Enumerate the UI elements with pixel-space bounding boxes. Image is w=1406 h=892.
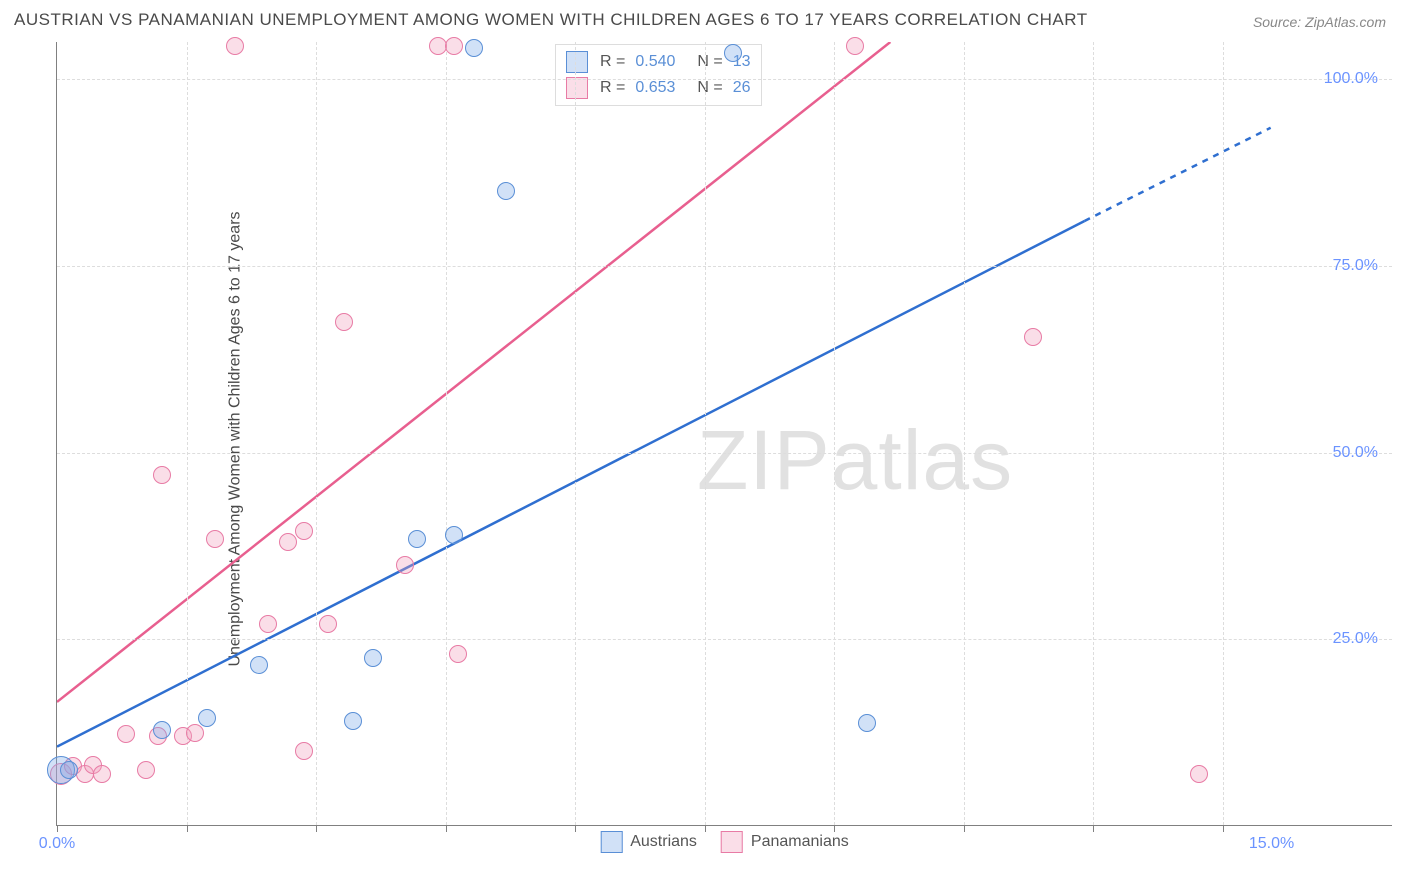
gridline-vertical xyxy=(964,42,965,825)
x-tick xyxy=(57,825,58,832)
x-tick xyxy=(187,825,188,832)
scatter-point-austrians xyxy=(465,39,483,57)
legend-swatch-panamanians xyxy=(721,831,743,853)
scatter-point-panamanians xyxy=(206,530,224,548)
watermark-text: ZIPatlas xyxy=(697,412,1013,509)
r-value: 0.540 xyxy=(635,53,675,71)
scatter-point-panamanians xyxy=(226,37,244,55)
legend-label: Austrians xyxy=(630,833,697,851)
r-value: 0.653 xyxy=(635,79,675,97)
x-tick xyxy=(834,825,835,832)
legend-row-austrians: R = 0.540 N = 13 xyxy=(566,49,751,75)
gridline-vertical xyxy=(187,42,188,825)
x-tick xyxy=(446,825,447,832)
x-tick-label: 0.0% xyxy=(39,835,75,853)
trend-line xyxy=(57,42,890,702)
gridline-vertical xyxy=(834,42,835,825)
gridline-vertical xyxy=(1223,42,1224,825)
legend-item-panamanians: Panamanians xyxy=(721,831,849,853)
r-label: R = xyxy=(600,79,625,97)
scatter-point-austrians xyxy=(153,721,171,739)
x-tick xyxy=(575,825,576,832)
scatter-point-panamanians xyxy=(137,761,155,779)
trend-line xyxy=(1085,128,1271,221)
legend-swatch-austrians xyxy=(600,831,622,853)
scatter-point-austrians xyxy=(60,761,78,779)
x-tick-label: 15.0% xyxy=(1249,835,1294,853)
gridline-vertical xyxy=(316,42,317,825)
scatter-point-austrians xyxy=(408,530,426,548)
scatter-point-panamanians xyxy=(396,556,414,574)
r-label: R = xyxy=(600,53,625,71)
gridline-horizontal xyxy=(57,266,1392,267)
scatter-point-austrians xyxy=(250,656,268,674)
trend-line xyxy=(57,221,1085,747)
x-tick xyxy=(705,825,706,832)
scatter-point-austrians xyxy=(858,714,876,732)
gridline-horizontal xyxy=(57,453,1392,454)
source-attribution: Source: ZipAtlas.com xyxy=(1253,14,1386,30)
x-tick xyxy=(1223,825,1224,832)
scatter-point-panamanians xyxy=(295,522,313,540)
scatter-point-austrians xyxy=(445,526,463,544)
gridline-vertical xyxy=(705,42,706,825)
scatter-point-panamanians xyxy=(186,724,204,742)
gridline-vertical xyxy=(446,42,447,825)
gridline-vertical xyxy=(575,42,576,825)
x-tick xyxy=(964,825,965,832)
scatter-point-panamanians xyxy=(295,742,313,760)
y-tick-label: 75.0% xyxy=(1333,257,1396,275)
x-tick xyxy=(316,825,317,832)
scatter-point-austrians xyxy=(364,649,382,667)
scatter-point-panamanians xyxy=(93,765,111,783)
scatter-point-panamanians xyxy=(259,615,277,633)
plot-area: ZIPatlas R = 0.540 N = 13 R = 0.653 N = … xyxy=(56,42,1392,826)
scatter-point-panamanians xyxy=(117,725,135,743)
scatter-point-austrians xyxy=(344,712,362,730)
y-tick-label: 25.0% xyxy=(1333,630,1396,648)
chart-title: AUSTRIAN VS PANAMANIAN UNEMPLOYMENT AMON… xyxy=(14,10,1088,30)
scatter-point-panamanians xyxy=(445,37,463,55)
scatter-point-panamanians xyxy=(319,615,337,633)
series-legend: Austrians Panamanians xyxy=(600,831,849,853)
scatter-point-austrians xyxy=(497,182,515,200)
n-label: N = xyxy=(697,79,722,97)
gridline-horizontal xyxy=(57,639,1392,640)
n-value: 26 xyxy=(733,79,751,97)
scatter-point-panamanians xyxy=(1190,765,1208,783)
x-tick xyxy=(1093,825,1094,832)
y-tick-label: 100.0% xyxy=(1324,70,1396,88)
scatter-point-panamanians xyxy=(449,645,467,663)
scatter-point-panamanians xyxy=(846,37,864,55)
trend-lines-svg xyxy=(57,42,1392,825)
gridline-vertical xyxy=(1093,42,1094,825)
gridline-horizontal xyxy=(57,79,1392,80)
scatter-point-panamanians xyxy=(279,533,297,551)
scatter-point-austrians xyxy=(198,709,216,727)
y-tick-label: 50.0% xyxy=(1333,444,1396,462)
scatter-point-panamanians xyxy=(153,466,171,484)
legend-swatch-austrians xyxy=(566,51,588,73)
n-label: N = xyxy=(697,53,722,71)
scatter-point-panamanians xyxy=(335,313,353,331)
legend-label: Panamanians xyxy=(751,833,849,851)
scatter-point-austrians xyxy=(724,44,742,62)
scatter-point-panamanians xyxy=(1024,328,1042,346)
legend-item-austrians: Austrians xyxy=(600,831,697,853)
